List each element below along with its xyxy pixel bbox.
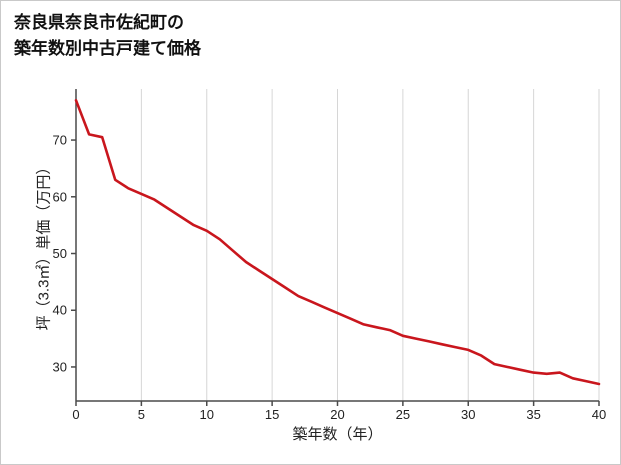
- x-tick-label: 30: [461, 407, 475, 422]
- x-tick-label: 40: [592, 407, 606, 422]
- x-tick-label: 5: [138, 407, 145, 422]
- chart-title-line2: 築年数別中古戸建て価格: [14, 38, 201, 58]
- x-tick-label: 25: [396, 407, 410, 422]
- chart-title-line1: 奈良県奈良市佐紀町の: [14, 13, 184, 32]
- x-tick-label: 0: [72, 407, 79, 422]
- x-tick-label: 10: [200, 407, 214, 422]
- y-tick-label: 30: [53, 359, 67, 374]
- y-tick-label: 70: [53, 133, 67, 148]
- price-line: [74, 99, 601, 386]
- x-tick-label: 35: [526, 407, 540, 422]
- y-tick-label: 60: [53, 189, 67, 204]
- x-axis-label: 築年数（年）: [292, 426, 383, 443]
- x-tick-label: 20: [330, 407, 344, 422]
- x-tick-label: 15: [265, 407, 279, 422]
- y-tick-label: 40: [53, 303, 67, 318]
- chart-title: 奈良県奈良市佐紀町の 築年数別中古戸建て価格: [14, 10, 201, 61]
- y-tick-label: 50: [53, 246, 67, 261]
